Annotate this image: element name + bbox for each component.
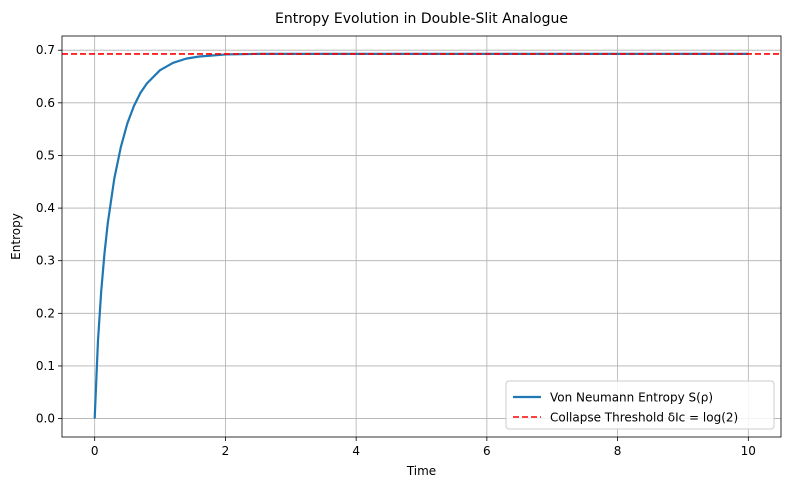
y-tick-label: 0.2: [36, 306, 55, 320]
x-axis: 0 2 4 6 8 10: [91, 437, 756, 458]
y-tick-label: 0.1: [36, 359, 55, 373]
x-tick-label: 0: [91, 444, 99, 458]
y-tick-label: 0.3: [36, 254, 55, 268]
x-tick-label: 8: [614, 444, 622, 458]
x-tick-label: 4: [352, 444, 360, 458]
grid-lines: [62, 36, 781, 437]
y-axis: 0.0 0.1 0.2 0.3 0.4 0.5 0.6 0.7: [36, 43, 62, 426]
series-layer: [62, 52, 781, 419]
chart-title: Entropy Evolution in Double-Slit Analogu…: [275, 11, 568, 27]
y-tick-label: 0.7: [36, 43, 55, 57]
x-axis-title: Time: [406, 464, 436, 478]
legend-label-entropy: Von Neumann Entropy S(ρ): [550, 391, 713, 405]
plot-background: [62, 36, 781, 437]
legend-box: [505, 380, 775, 430]
series-line-entropy: [93, 52, 749, 419]
y-tick-label: 0.0: [36, 412, 55, 426]
plot-frame: [61, 35, 782, 438]
y-tick-label: 0.5: [36, 148, 55, 162]
x-tick-label: 10: [741, 444, 756, 458]
legend: Von Neumann Entropy S(ρ) Collapse Thresh…: [505, 380, 775, 430]
x-tick-label: 2: [222, 444, 230, 458]
y-tick-label: 0.6: [36, 96, 55, 110]
legend-label-threshold: Collapse Threshold δIc = log(2): [550, 411, 738, 425]
y-tick-label: 0.4: [36, 201, 55, 215]
y-axis-title: Entropy: [9, 213, 23, 260]
x-tick-label: 6: [483, 444, 491, 458]
